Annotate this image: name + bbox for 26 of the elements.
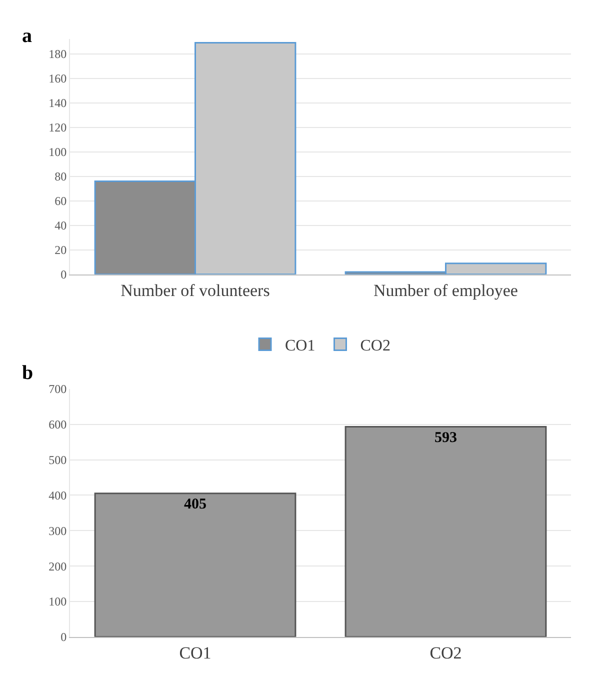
y-tick-label: 0 (60, 630, 67, 644)
y-tick-label: 200 (48, 559, 67, 574)
y-tick-label: 0 (60, 268, 67, 282)
y-tick-label: 80 (54, 170, 67, 184)
data-label: 593 (434, 430, 457, 446)
y-tick-label: 600 (48, 418, 67, 432)
chart-title: b (22, 362, 34, 384)
x-tick-label: Number of employee (374, 280, 518, 300)
data-label: 405 (184, 496, 206, 512)
chart-title: a (22, 25, 32, 47)
x-tick-label: Number of volunteers (120, 280, 270, 300)
y-tick-label: 120 (48, 120, 67, 135)
y-tick-label: 60 (54, 194, 67, 208)
y-tick-label: 300 (48, 524, 67, 538)
y-tick-label: 140 (48, 96, 67, 110)
y-tick-label: 700 (48, 382, 67, 396)
legend-label: CO2 (360, 338, 390, 354)
y-tick-label: 500 (48, 452, 67, 467)
y-tick-label: 40 (54, 218, 67, 233)
y-tick-label: 100 (48, 594, 67, 609)
legend-label: CO1 (285, 338, 316, 354)
y-tick-label: 400 (48, 488, 67, 502)
y-tick-label: 180 (48, 46, 67, 61)
y-tick-label: 20 (54, 243, 67, 258)
y-tick-label: 160 (48, 72, 67, 86)
y-tick-label: 100 (48, 145, 67, 160)
